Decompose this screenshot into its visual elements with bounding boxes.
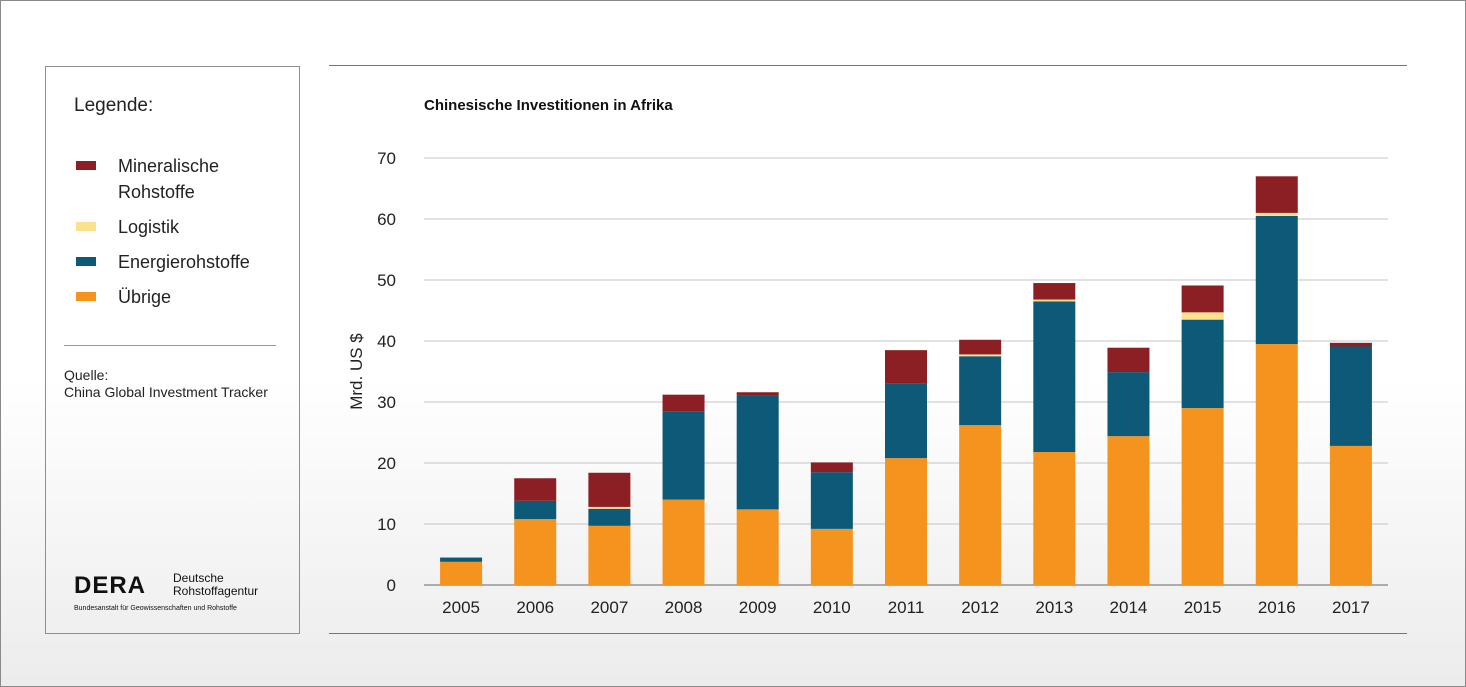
bar-2013-series-0 (1033, 452, 1076, 585)
source-block: Quelle: China Global Investment Tracker (64, 367, 279, 401)
legend-item-uebrige: Übrige (74, 284, 289, 310)
bar-2010-series-1 (810, 472, 853, 529)
y-tick-label-70: 70 (377, 149, 396, 168)
logo-name-line2: Rohstoffagentur (173, 584, 259, 598)
bar-2008-series-0 (662, 499, 705, 585)
bar-2015-series-0 (1181, 408, 1224, 585)
legend-label-energie: Energierohstoffe (118, 252, 250, 272)
bar-2010-series-0 (810, 528, 853, 585)
x-tick-label-2012: 2012 (961, 598, 999, 617)
bar-chart: 0 10 20 30 40 50 60 70 Mrd. US $ 2005 2006 2007 2008… (347, 149, 1388, 617)
legend-label-logistik: Logistik (118, 217, 180, 237)
bar-2014-series-0 (1107, 436, 1150, 585)
bar-2015-series-2 (1181, 312, 1224, 320)
x-tick-label-2017: 2017 (1332, 598, 1370, 617)
source-text: China Global Investment Tracker (64, 384, 268, 400)
y-tick-label-20: 20 (377, 454, 396, 473)
x-tick-label-2016: 2016 (1258, 598, 1296, 617)
y-tick-label-0: 0 (387, 576, 396, 595)
chart-bottom-rule (329, 633, 1407, 634)
x-tick-label-2008: 2008 (665, 598, 703, 617)
source-label: Quelle: (64, 367, 109, 383)
bar-2013-series-1 (1033, 301, 1076, 453)
bar-2014-series-1 (1107, 372, 1150, 437)
legend-swatch-logistik (76, 222, 96, 231)
bar-2017-series-1 (1329, 346, 1372, 446)
x-tick-label-2015: 2015 (1184, 598, 1222, 617)
legend-item-mineralische: Mineralische Rohstoffe (74, 153, 289, 205)
bar-2006-series-0 (514, 519, 557, 585)
bar-2011-series-0 (885, 458, 927, 585)
bar-2005-series-0 (440, 561, 483, 585)
chart-title: Chinesische Investitionen in Afrika (424, 97, 673, 114)
dera-logo: DERA Deutsche Rohstoffagentur Bundesanst… (74, 572, 294, 622)
chart-top-rule (329, 65, 1407, 66)
bar-2005-series-1 (440, 557, 483, 562)
bar-2016-series-2 (1255, 212, 1298, 216)
x-tick-label-2009: 2009 (739, 598, 777, 617)
bar-2015-series-1 (1181, 319, 1224, 409)
x-tick-label-2007: 2007 (590, 598, 628, 617)
bar-2009-series-0 (736, 509, 779, 585)
legend-item-logistik: Logistik (74, 214, 289, 240)
bar-2007-series-3 (588, 472, 631, 507)
legend-list: Mineralische Rohstoffe Logistik Energier… (74, 153, 289, 319)
logo-subtitle: Bundesanstalt für Geowissenschaften und … (74, 605, 237, 612)
bar-2010-series-3 (810, 462, 853, 473)
bar-2016-series-0 (1255, 344, 1298, 585)
legend-label-uebrige: Übrige (118, 287, 172, 307)
logo-name: Deutsche Rohstoffagentur (173, 572, 258, 598)
x-tick-label-2010: 2010 (813, 598, 851, 617)
legend-label-mineralische: Mineralische Rohstoffe (118, 156, 220, 202)
bar-2009-series-3 (736, 392, 779, 396)
bar-2008-series-1 (662, 411, 705, 500)
legend-swatch-mineralische (76, 161, 96, 170)
x-tick-label-2006: 2006 (516, 598, 554, 617)
bar-2012-series-2 (959, 354, 1002, 357)
legend-swatch-energie (76, 257, 96, 266)
bar-2016-series-3 (1255, 176, 1298, 213)
bar-2007-series-2 (588, 506, 631, 509)
legend-divider (64, 345, 276, 346)
y-axis-label: Mrd. US $ (347, 333, 366, 410)
y-tick-label-60: 60 (377, 210, 396, 229)
legend-swatch-uebrige (76, 292, 96, 301)
bar-2006-series-3 (514, 478, 557, 501)
bar-2012-series-3 (959, 339, 1002, 355)
x-tick-label-2013: 2013 (1035, 598, 1073, 617)
bar-2016-series-1 (1255, 215, 1298, 345)
bar-2007-series-1 (588, 508, 631, 526)
bar-2008-series-3 (662, 394, 705, 412)
logo-name-line1: Deutsche (173, 571, 224, 585)
bar-2014-series-3 (1107, 347, 1150, 373)
bar-2013-series-3 (1033, 283, 1076, 300)
y-tick-label-50: 50 (377, 271, 396, 290)
logo-mark: DERA (74, 572, 147, 599)
bar-2009-series-1 (736, 395, 779, 510)
bar-2011-series-1 (885, 383, 927, 459)
y-tick-label-10: 10 (377, 515, 396, 534)
bar-2015-series-3 (1181, 285, 1224, 313)
bar-2007-series-0 (588, 525, 631, 585)
x-tick-label-2014: 2014 (1110, 598, 1148, 617)
legend-panel: Legende: Mineralische Rohstoffe Logistik… (45, 66, 300, 634)
bar-2017-series-0 (1329, 445, 1372, 585)
bar-2017-series-3 (1329, 342, 1372, 347)
bar-2006-series-1 (514, 500, 557, 520)
legend-title: Legende: (74, 95, 154, 116)
legend-item-energie: Energierohstoffe (74, 249, 289, 275)
y-tick-label-30: 30 (377, 393, 396, 412)
bar-2012-series-1 (959, 356, 1002, 426)
bar-2012-series-0 (959, 425, 1002, 585)
x-tick-label-2011: 2011 (888, 598, 925, 617)
x-tick-label-2005: 2005 (442, 598, 480, 617)
bar-2013-series-2 (1033, 299, 1076, 302)
y-tick-label-40: 40 (377, 332, 396, 351)
bar-2011-series-3 (885, 350, 927, 384)
